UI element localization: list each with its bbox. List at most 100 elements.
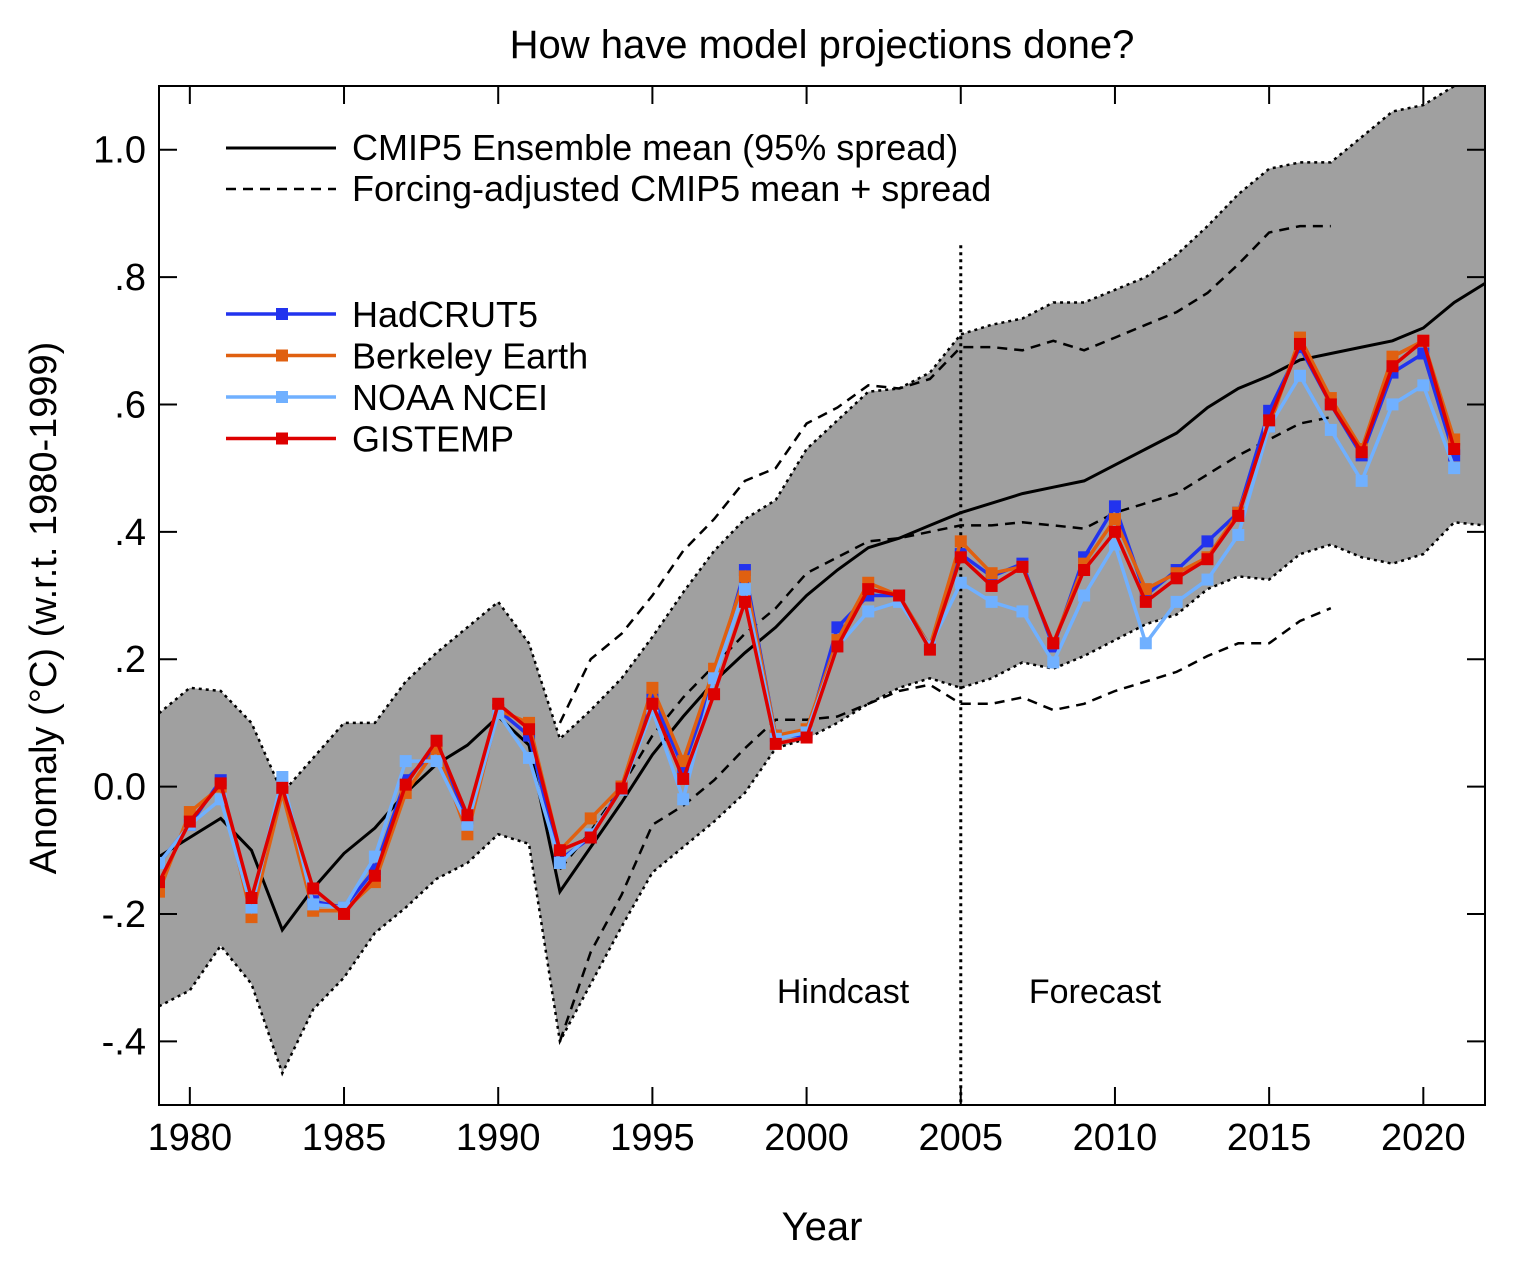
- y-tick-label: .2: [114, 639, 146, 681]
- data-point: [214, 777, 227, 790]
- hindcast-label: Hindcast: [777, 973, 910, 1011]
- data-point: [1170, 595, 1183, 608]
- data-point: [245, 901, 258, 914]
- data-point: [954, 576, 967, 589]
- data-point: [584, 831, 597, 844]
- data-point: [276, 781, 289, 794]
- data-point: [245, 892, 258, 905]
- data-point: [430, 755, 443, 768]
- data-point: [1047, 656, 1060, 669]
- y-axis-label: Anomaly (°C) (w.r.t. 1980-1999): [23, 342, 65, 875]
- plot-area: [159, 86, 1485, 1105]
- y-tick-label: -.2: [102, 894, 146, 936]
- x-tick-label: 1980: [148, 1117, 233, 1159]
- data-point: [738, 595, 751, 608]
- data-point: [985, 579, 998, 592]
- data-point: [677, 755, 690, 768]
- data-point: [708, 688, 721, 701]
- data-point: [769, 737, 782, 750]
- data-point: [1139, 637, 1152, 650]
- y-tick-label: .4: [114, 512, 146, 554]
- data-point: [430, 734, 443, 747]
- data-point: [893, 589, 906, 602]
- data-point: [1078, 564, 1091, 577]
- data-point: [1201, 535, 1214, 548]
- data-point: [646, 697, 659, 710]
- x-tick-label: 2000: [764, 1117, 849, 1159]
- data-point: [1108, 525, 1121, 538]
- y-tick-label: 1.0: [93, 130, 146, 172]
- data-point: [646, 681, 659, 694]
- forecast-label: Forecast: [1029, 973, 1162, 1011]
- data-point: [1355, 474, 1368, 487]
- data-point: [1232, 509, 1245, 522]
- data-point: [738, 570, 751, 583]
- model-spread-band: [159, 86, 1485, 1074]
- x-tick-label: 2010: [1073, 1117, 1158, 1159]
- data-point: [677, 772, 690, 785]
- legend-mean-label: CMIP5 Ensemble mean (95% spread): [352, 127, 958, 168]
- x-tick-label: 1990: [456, 1117, 541, 1159]
- legend: CMIP5 Ensemble mean (95% spread) Forcing…: [226, 127, 991, 460]
- data-point: [523, 723, 536, 736]
- legend-marker: [276, 391, 288, 403]
- x-tick-label: 1995: [610, 1117, 695, 1159]
- legend-adjusted-label: Forcing-adjusted CMIP5 mean + spread: [352, 168, 991, 209]
- data-point: [1448, 443, 1461, 456]
- data-point: [399, 778, 412, 791]
- data-point: [862, 605, 875, 618]
- data-point: [831, 640, 844, 653]
- data-point: [1016, 605, 1029, 618]
- data-point: [1293, 337, 1306, 350]
- data-point: [1170, 572, 1183, 585]
- y-tick-label: 0.0: [93, 767, 146, 809]
- data-point: [307, 882, 320, 895]
- model-spread-upper-edge: [159, 86, 1457, 796]
- data-point: [1016, 560, 1029, 573]
- legend-marker: [276, 349, 288, 362]
- x-tick-label: 1985: [302, 1117, 387, 1159]
- data-point: [1417, 334, 1430, 347]
- plot-frame: [158, 85, 1486, 1106]
- data-point: [677, 793, 690, 806]
- axes: 1980 1985 1990 1995 2000 2005 2010 2015 2020 1.0.…: [93, 85, 1486, 1159]
- data-point: [1201, 573, 1214, 586]
- data-point: [245, 911, 258, 924]
- legend-label: Berkeley Earth: [352, 336, 588, 377]
- data-point: [523, 751, 536, 764]
- data-point: [985, 595, 998, 608]
- x-tick-label: 2015: [1227, 1117, 1312, 1159]
- data-point: [553, 844, 566, 857]
- model-spread-lower-edge: [159, 520, 1485, 1077]
- chart-title: How have model projections done?: [510, 23, 1135, 67]
- data-point: [159, 856, 165, 869]
- data-point: [1047, 637, 1060, 650]
- series-gistemp: [159, 334, 1461, 920]
- data-point: [1324, 398, 1337, 411]
- y-tick-label: .8: [114, 257, 146, 299]
- data-point: [1386, 360, 1399, 373]
- data-point: [307, 898, 320, 911]
- data-point: [183, 815, 196, 828]
- adjusted-upper-line: [558, 224, 1331, 724]
- data-point: [862, 583, 875, 596]
- x-tick-label: 2020: [1381, 1117, 1466, 1159]
- data-point: [1078, 589, 1091, 602]
- legend-marker: [276, 432, 288, 445]
- data-point: [1139, 595, 1152, 608]
- legend-marker: [276, 308, 288, 320]
- data-point: [1293, 369, 1306, 382]
- data-point: [461, 828, 474, 841]
- data-point: [276, 771, 289, 784]
- adjusted-mean-line: [558, 415, 1332, 871]
- data-point: [954, 535, 967, 548]
- x-tick-label: 2005: [918, 1117, 1003, 1159]
- model-mean-line: [159, 282, 1485, 933]
- data-point: [1108, 513, 1121, 526]
- data-point: [985, 567, 998, 580]
- legend-label: HadCRUT5: [352, 294, 538, 335]
- data-point: [954, 551, 967, 564]
- data-point: [461, 818, 474, 831]
- data-point: [159, 885, 165, 898]
